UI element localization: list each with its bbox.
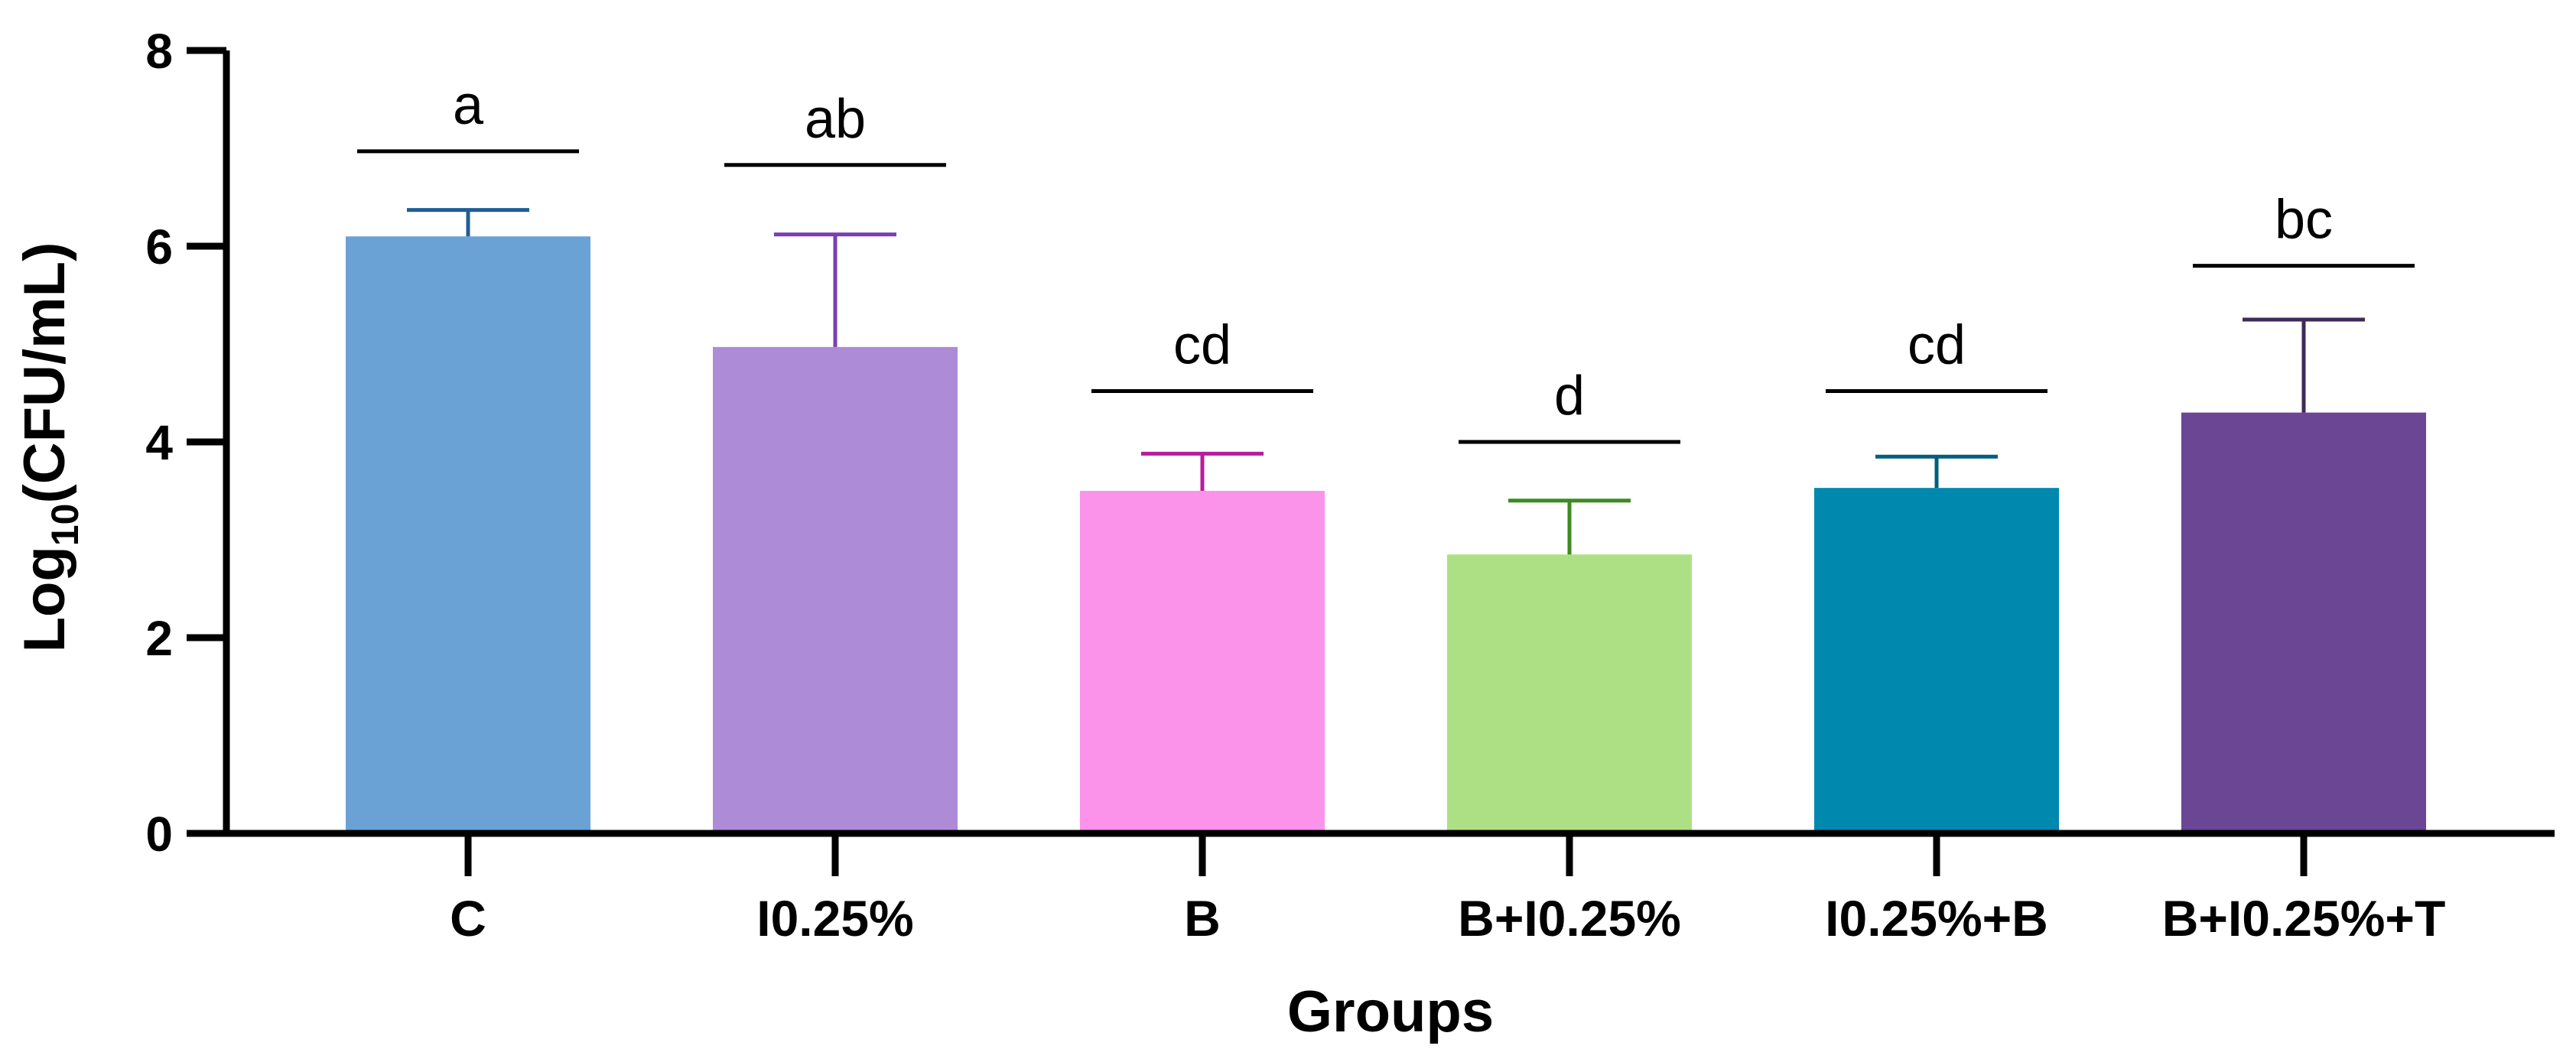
y-axis-title-main: Log xyxy=(12,546,77,652)
error-bars-layer xyxy=(407,208,2365,555)
bars-layer xyxy=(346,236,2426,834)
bar xyxy=(2181,412,2426,833)
bar xyxy=(1814,488,2059,833)
bar xyxy=(1447,554,1692,833)
significance-letter: bc xyxy=(2275,190,2333,251)
bar xyxy=(1080,491,1325,833)
y-tick-label: 4 xyxy=(145,415,173,470)
x-tick-label: B+I0.25%+T xyxy=(2162,890,2446,947)
significance-letter: cd xyxy=(1908,314,1966,375)
bar xyxy=(713,346,958,834)
y-tick-label: 8 xyxy=(145,24,173,79)
y-axis-title-subscript: 10 xyxy=(44,504,86,547)
y-axis-title-rest: (CFU/mL) xyxy=(12,242,77,504)
y-tick-label: 0 xyxy=(145,807,173,862)
significance-letter: d xyxy=(1554,365,1585,427)
y-tick-label: 2 xyxy=(145,611,173,666)
bar xyxy=(346,236,590,833)
significance-letter: cd xyxy=(1173,314,1231,375)
x-axis-title: Groups xyxy=(1287,979,1494,1044)
x-tick-label: B xyxy=(1184,890,1221,947)
x-ticks: C I0.25% B B+I0.25% I0.25%+B B+I0.25%+T xyxy=(450,833,2445,947)
y-axis-title: Log10(CFU/mL) xyxy=(12,242,86,653)
significance-layer: a ab cd d cd bc xyxy=(357,75,2415,444)
x-tick-label: I0.25%+B xyxy=(1825,890,2048,947)
y-tick-label: 6 xyxy=(145,219,173,274)
x-tick-label: B+I0.25% xyxy=(1458,890,1681,947)
x-tick-label: C xyxy=(450,890,486,947)
y-ticks: 0 2 4 6 8 xyxy=(145,24,226,862)
significance-letter: ab xyxy=(805,89,866,150)
significance-letter: a xyxy=(453,75,484,136)
x-tick-label: I0.25% xyxy=(756,890,913,947)
